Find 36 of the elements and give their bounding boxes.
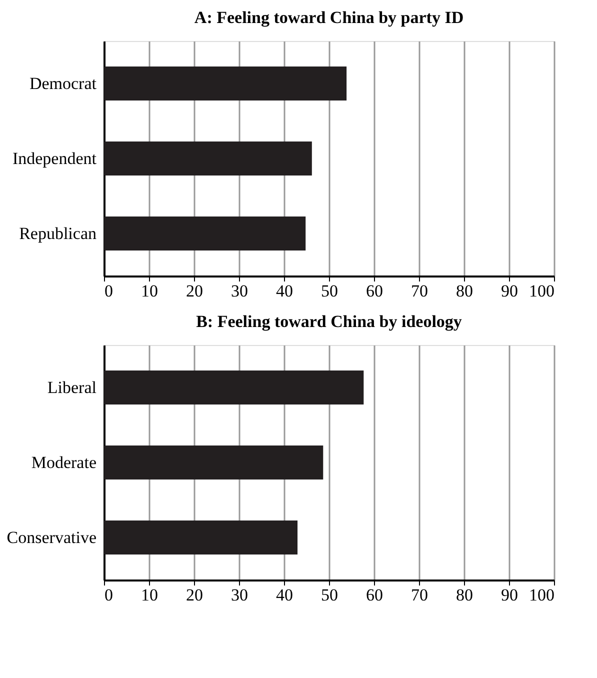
chart-title: A: Feeling toward China by party ID	[194, 8, 464, 27]
bar	[104, 520, 298, 554]
y-tick-label: Moderate	[31, 453, 96, 472]
bar	[104, 216, 306, 250]
x-tick-label: 90	[501, 586, 518, 604]
bar	[104, 446, 324, 480]
x-tick-label: 40	[276, 586, 293, 604]
x-tick-label: 30	[231, 586, 248, 604]
x-tick-label: 0	[104, 282, 113, 300]
y-tick-label: Conservative	[6, 528, 96, 547]
bar	[104, 370, 364, 404]
x-tick-label: 20	[186, 282, 203, 300]
x-tick-label: 70	[411, 586, 428, 604]
bar	[104, 66, 347, 100]
x-tick-label: 30	[231, 282, 248, 300]
y-tick-label: Liberal	[47, 378, 97, 397]
x-tick-label: 0	[104, 586, 113, 604]
x-tick-label: 70	[411, 282, 428, 300]
bar	[104, 142, 312, 176]
x-tick-label: 40	[276, 282, 293, 300]
x-tick-label: 50	[321, 282, 338, 300]
x-tick-label: 50	[321, 586, 338, 604]
x-tick-label: 100	[529, 282, 554, 300]
y-tick-label: Democrat	[29, 74, 97, 93]
chart-title: B: Feeling toward China by ideology	[196, 312, 462, 331]
y-tick-label: Independent	[12, 149, 97, 168]
x-tick-label: 90	[501, 282, 518, 300]
x-tick-label: 10	[141, 282, 158, 300]
x-tick-label: 60	[366, 282, 383, 300]
x-tick-label: 80	[456, 282, 473, 300]
x-tick-label: 20	[186, 586, 203, 604]
y-tick-label: Republican	[19, 224, 97, 243]
x-tick-label: 100	[529, 586, 554, 604]
x-tick-label: 80	[456, 586, 473, 604]
x-tick-label: 60	[366, 586, 383, 604]
x-tick-label: 10	[141, 586, 158, 604]
